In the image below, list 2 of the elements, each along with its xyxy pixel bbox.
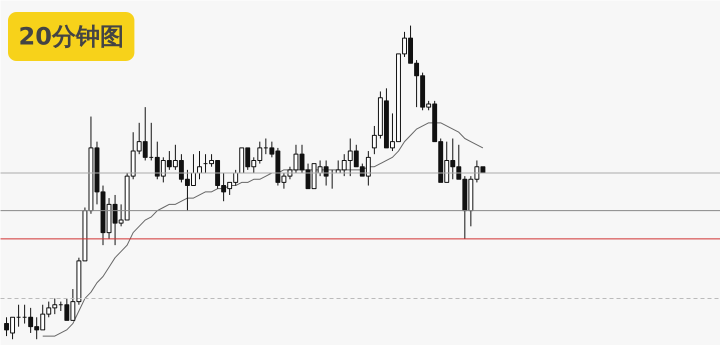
candlestick (197, 150, 202, 180)
chart-title: 20分钟图 (18, 22, 124, 50)
